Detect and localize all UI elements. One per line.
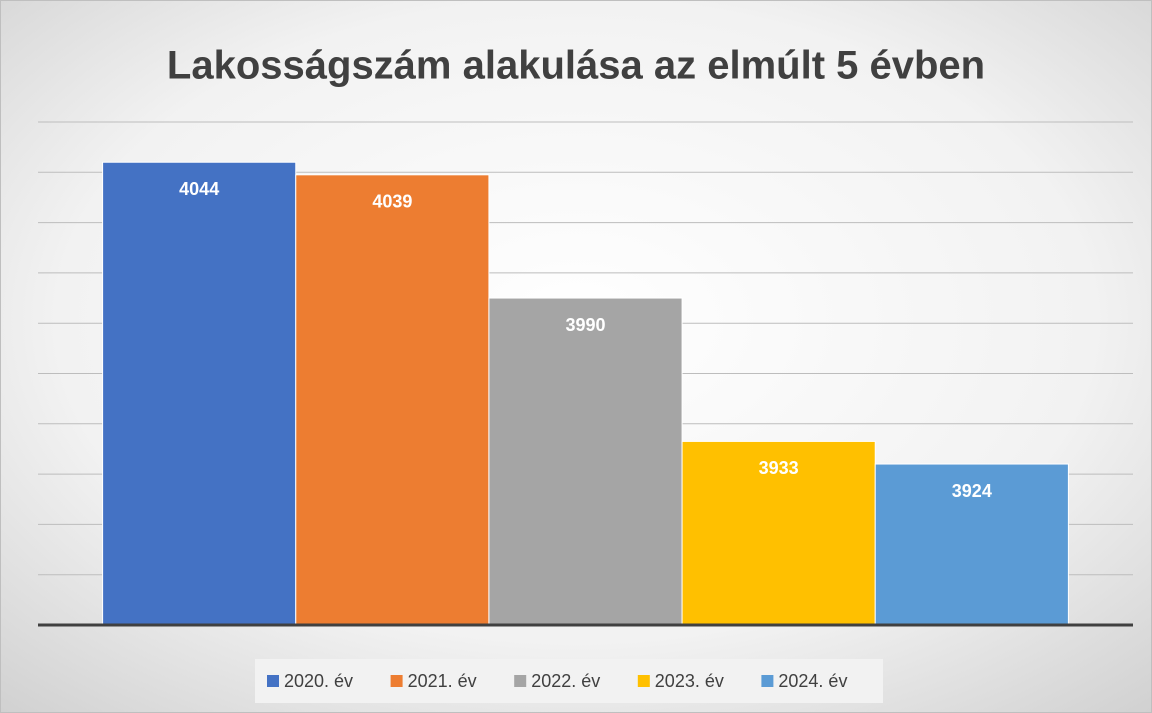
legend-swatch <box>761 675 774 687</box>
bar <box>874 463 1069 626</box>
value-label: 4044 <box>179 179 219 199</box>
bar <box>102 161 297 626</box>
bar <box>295 174 490 626</box>
legend-label: 2021. év <box>408 671 477 691</box>
value-label: 3933 <box>759 458 799 478</box>
legend-label: 2020. év <box>284 671 353 691</box>
legend-swatch <box>390 675 403 687</box>
value-label: 3924 <box>952 481 992 501</box>
bar <box>681 440 876 626</box>
value-label: 4039 <box>372 192 412 212</box>
legend-label: 2024. év <box>778 671 847 691</box>
value-label: 3990 <box>565 315 605 335</box>
legend-label: 2022. év <box>531 671 600 691</box>
legend-swatch <box>637 675 650 687</box>
bar <box>488 297 683 626</box>
chart-title: Lakosságszám alakulása az elmúlt 5 évben <box>167 44 985 88</box>
legend-label: 2023. év <box>655 671 724 691</box>
legend-background <box>255 659 883 703</box>
legend-swatch <box>514 675 527 687</box>
legend-swatch <box>267 675 279 687</box>
